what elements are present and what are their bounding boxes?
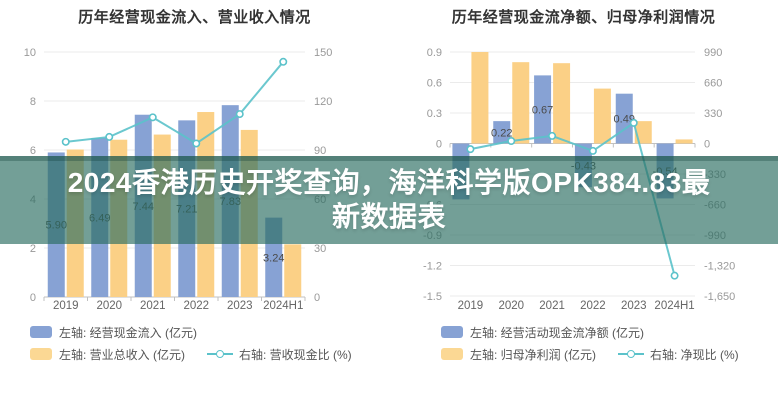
svg-text:2020: 2020 [96,300,122,312]
bar-swatch-orange-icon [441,348,463,360]
legend-item-net-operating-cashflow[interactable]: 左轴: 经营活动现金流净额 (亿元) [441,324,644,341]
headline-line-2: 新数据表 [331,201,446,232]
legend-label: 左轴: 营业总收入 (亿元) [59,347,185,362]
svg-text:10: 10 [24,47,36,59]
legend-label: 右轴: 净现比 (%) [650,347,739,362]
legend-label: 左轴: 经营活动现金流净额 (亿元) [470,325,644,340]
line-marker-icon [207,349,233,359]
svg-text:0.49: 0.49 [614,114,635,126]
svg-text:2020: 2020 [498,300,524,312]
svg-text:2019: 2019 [458,300,484,312]
svg-text:3.24: 3.24 [263,252,284,264]
left-chart-legend: 左轴: 经营现金流入 (亿元) 左轴: 营业总收入 (亿元) 右轴: 营收现金比… [30,322,374,366]
svg-text:0: 0 [314,292,320,304]
bar-swatch-blue-icon [441,326,463,338]
line-marker-icon [618,349,644,359]
legend-item-net-cash-ratio[interactable]: 右轴: 净现比 (%) [618,346,739,363]
legend-item-cash-revenue-ratio[interactable]: 右轴: 营收现金比 (%) [207,346,352,363]
svg-text:120: 120 [314,96,332,108]
bar-swatch-blue-icon [30,326,52,338]
svg-text:330: 330 [704,108,722,120]
svg-text:-1,650: -1,650 [704,291,735,303]
svg-text:0.3: 0.3 [427,108,442,120]
left-chart-title: 历年经营现金流入、营业收入情况 [78,9,311,26]
svg-text:-1.2: -1.2 [423,261,442,273]
legend-item-total-revenue[interactable]: 左轴: 营业总收入 (亿元) [30,346,185,363]
svg-text:0.22: 0.22 [491,127,512,139]
svg-text:150: 150 [314,47,332,59]
svg-text:0.9: 0.9 [427,47,442,59]
legend-label: 右轴: 营收现金比 (%) [239,347,352,362]
svg-text:6: 6 [30,145,36,157]
legend-item-cash-inflow[interactable]: 左轴: 经营现金流入 (亿元) [30,324,197,341]
svg-text:0.6: 0.6 [427,78,442,90]
legend-label: 左轴: 经营现金流入 (亿元) [59,325,197,340]
svg-text:0: 0 [436,139,442,151]
right-chart-title: 历年经营现金流净额、归母净利润情况 [451,9,716,26]
svg-text:2024H1: 2024H1 [263,300,303,312]
headline-line-1: 2024香港历史开奖查询，海洋科学版OPK384.83最 [67,167,711,198]
svg-text:2022: 2022 [183,300,209,312]
right-chart-legend: 左轴: 经营活动现金流净额 (亿元) 左轴: 归母净利润 (亿元) 右轴: 净现… [441,322,761,366]
svg-text:-1.5: -1.5 [423,291,442,303]
svg-text:30: 30 [314,243,326,255]
svg-text:2021: 2021 [539,300,565,312]
legend-label: 左轴: 归母净利润 (亿元) [470,347,596,362]
svg-text:2022: 2022 [580,300,606,312]
svg-text:90: 90 [314,145,326,157]
svg-text:2023: 2023 [227,300,253,312]
svg-text:2019: 2019 [53,300,79,312]
svg-text:660: 660 [704,78,722,90]
svg-text:0: 0 [704,139,710,151]
headline-title: 2024香港历史开奖查询，海洋科学版OPK384.83最 新数据表 [0,166,778,234]
svg-text:2: 2 [30,243,36,255]
svg-text:2023: 2023 [621,300,647,312]
bar-swatch-orange-icon [30,348,52,360]
svg-text:-1,320: -1,320 [704,261,735,273]
svg-text:990: 990 [704,47,722,59]
svg-text:2024H1: 2024H1 [654,300,694,312]
legend-item-net-profit[interactable]: 左轴: 归母净利润 (亿元) [441,346,596,363]
headline-overlay-banner: 2024香港历史开奖查询，海洋科学版OPK384.83最 新数据表 [0,156,778,244]
svg-text:0: 0 [30,292,36,304]
svg-text:2021: 2021 [140,300,166,312]
svg-text:0.67: 0.67 [532,104,553,116]
svg-text:8: 8 [30,96,36,108]
